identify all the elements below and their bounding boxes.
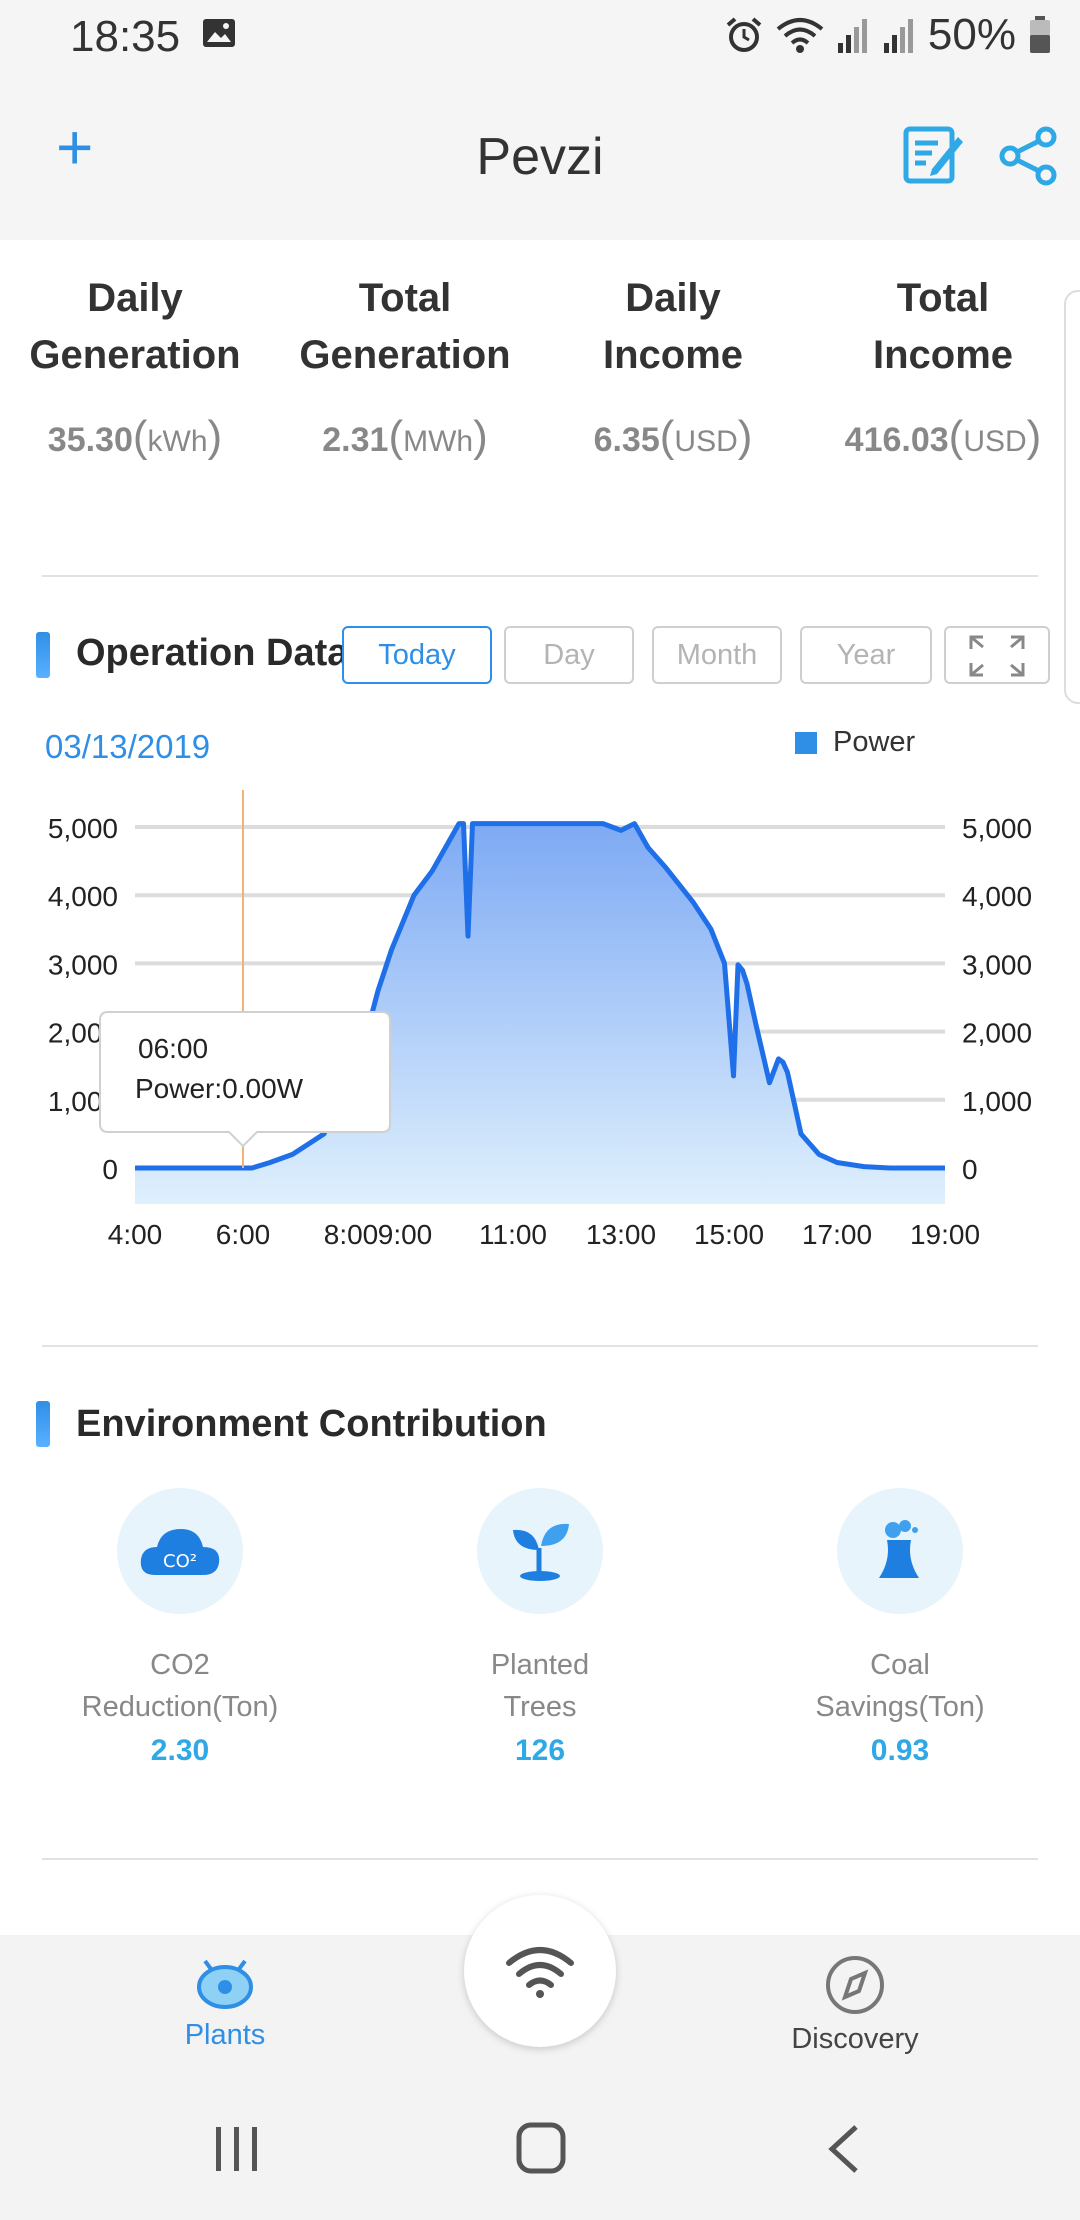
x-tick-label: 11:00	[479, 1219, 547, 1250]
nav-plants-label: Plants	[184, 2019, 266, 2051]
tooltip-value: Power:0.00W	[135, 1073, 304, 1104]
tab-month[interactable]: Month	[652, 626, 782, 684]
nav-discovery-label: Discovery	[791, 2023, 919, 2055]
wifi-config-button[interactable]	[464, 1895, 616, 2047]
y-tick-label-right: 3,000	[962, 949, 1032, 980]
y-tick-label-left: 4,000	[48, 881, 118, 912]
legend-label: Power	[833, 726, 916, 758]
chart-date[interactable]: 03/13/2019	[45, 728, 211, 765]
chart-tooltip	[99, 1011, 391, 1148]
env-icon-circle	[837, 1488, 963, 1614]
plants-eye-icon	[197, 1959, 253, 2009]
app-header: + Pevzi	[0, 75, 1080, 240]
y-tick-label-right: 2,000	[962, 1018, 1032, 1049]
stat-total-generation: Total Generation 2.31(MWh)	[270, 270, 540, 462]
y-tick-label-left: 3,000	[48, 949, 118, 980]
home-icon[interactable]	[516, 2122, 566, 2176]
env-icon-circle: CO²	[117, 1488, 243, 1614]
x-tick-label: 17:00	[802, 1219, 872, 1250]
x-tick-label: 6:00	[216, 1219, 271, 1250]
recent-apps-icon[interactable]	[214, 2124, 260, 2174]
system-nav-bar	[0, 2080, 1080, 2220]
y-tick-label-right: 1,000	[962, 1086, 1032, 1117]
stat-label: Total Income	[872, 276, 1014, 377]
tooltip-time: 06:00	[138, 1033, 208, 1064]
env-value: 126	[514, 1734, 566, 1767]
env-co2: CO² CO2 Reduction(Ton) 2.30	[40, 1488, 320, 1768]
y-tick-label-right: 0	[962, 1154, 978, 1185]
status-bar: 18:35 50%	[0, 0, 1080, 75]
divider	[42, 1858, 1038, 1860]
stat-daily-generation: Daily Generation 35.30(kWh)	[0, 270, 270, 462]
tab-day[interactable]: Day	[504, 626, 634, 684]
tab-year[interactable]: Year	[800, 626, 932, 684]
x-tick-label: 19:00	[910, 1219, 980, 1250]
env-icon-circle	[477, 1488, 603, 1614]
environment-title: Environment Contribution	[76, 1403, 547, 1445]
y-tick-label-right: 4,000	[962, 881, 1032, 912]
scroll-indicator[interactable]	[1064, 290, 1080, 704]
y-tick-label-right: 5,000	[962, 813, 1032, 844]
battery-percent: 50%	[927, 10, 1016, 59]
env-label: Coal Savings(Ton)	[815, 1649, 985, 1723]
power-line[interactable]	[135, 821, 945, 1171]
share-icon[interactable]	[998, 125, 1060, 187]
section-accent-bar	[36, 632, 50, 678]
env-label: Planted Trees	[490, 1649, 590, 1723]
cloud-co2-icon: CO²	[140, 1529, 220, 1575]
compass-icon	[826, 1956, 884, 2014]
env-label: CO2 Reduction(Ton)	[81, 1649, 279, 1723]
stat-value: 2.31(MWh)	[322, 412, 488, 461]
y-tick-label-left: 0	[102, 1154, 118, 1185]
wifi-icon	[506, 1947, 574, 1998]
x-tick-label: 9:00	[378, 1219, 433, 1250]
env-value: 2.30	[150, 1734, 210, 1767]
stat-label: Total Generation	[299, 276, 511, 377]
factory-chimney-icon	[879, 1520, 919, 1578]
nav-discovery[interactable]: Discovery	[780, 1955, 930, 2056]
fullscreen-button[interactable]	[944, 626, 1050, 684]
x-tick-label: 15:00	[694, 1219, 764, 1250]
edit-report-icon[interactable]	[902, 123, 964, 185]
x-tick-label: 4:00	[108, 1219, 163, 1250]
signal-icon	[837, 19, 867, 53]
page-title: Pevzi	[476, 128, 604, 186]
expand-icon	[969, 635, 1025, 677]
operation-data-title: Operation Data	[76, 632, 349, 674]
stat-label: Daily Income	[602, 276, 744, 377]
y-tick-label-left: 5,000	[48, 813, 118, 844]
env-trees: Planted Trees 126	[400, 1488, 680, 1768]
chart-legend[interactable]: Power	[795, 726, 915, 759]
alarm-icon	[726, 17, 762, 52]
stat-value: 35.30(kWh)	[47, 412, 223, 461]
env-coal: Coal Savings(Ton) 0.93	[760, 1488, 1040, 1768]
x-tick-label: 8:00	[324, 1219, 379, 1250]
x-tick-label: 13:00	[586, 1219, 656, 1250]
env-value: 0.93	[870, 1734, 930, 1767]
svg-text:CO²: CO²	[163, 1551, 197, 1572]
section-accent-bar	[36, 1401, 50, 1447]
legend-swatch	[795, 731, 817, 754]
tab-today[interactable]: Today	[342, 626, 492, 684]
status-right: 50%	[724, 10, 1052, 60]
divider	[42, 1345, 1038, 1347]
divider	[42, 575, 1038, 577]
stat-label: Daily Generation	[29, 276, 241, 377]
wifi-icon	[776, 18, 824, 53]
stat-daily-income: Daily Income 6.35(USD)	[538, 270, 808, 462]
add-plant-button[interactable]: +	[56, 111, 94, 183]
stat-total-income: Total Income 416.03(USD)	[808, 270, 1078, 462]
stat-value: 6.35(USD)	[593, 412, 753, 461]
stat-value: 416.03(USD)	[844, 412, 1042, 461]
image-icon	[203, 19, 235, 47]
sprout-icon	[513, 1523, 569, 1581]
status-time: 18:35	[70, 12, 181, 61]
battery-icon	[1030, 16, 1050, 53]
nav-plants[interactable]: Plants	[160, 1955, 290, 2052]
signal-icon-2	[883, 19, 913, 53]
back-icon[interactable]	[824, 2124, 864, 2174]
